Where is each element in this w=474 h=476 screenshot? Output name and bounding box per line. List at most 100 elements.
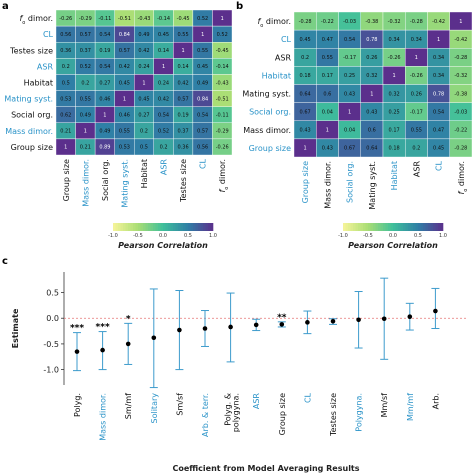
colorbar-segment (348, 223, 351, 231)
cell-value: 0.55 (119, 129, 130, 135)
label-rest: dimor. (263, 17, 291, 26)
column-label: fo dimor. (218, 159, 230, 193)
y-tick-label: -0.5 (43, 340, 59, 349)
cell-value: -0.26 (216, 145, 229, 151)
cell-value: 0.14 (158, 48, 169, 54)
colorbar-segment (350, 223, 354, 231)
cell-value: -0.26 (410, 73, 423, 79)
colorbar-segment (410, 223, 414, 231)
cell-value: -0.32 (454, 73, 467, 79)
cell-value: -0.29 (216, 129, 229, 135)
estimate-point (356, 317, 361, 323)
colorbar-segment (345, 223, 349, 231)
cell-value: 0.89 (99, 145, 110, 151)
estimate-point (202, 326, 208, 331)
cell-value: 0.47 (433, 128, 444, 134)
cell-value: 0.45 (197, 64, 208, 70)
colorbar-segment (135, 223, 139, 231)
cell-value: 0.55 (322, 55, 333, 61)
cell-value: 0.32 (366, 73, 377, 79)
colorbar-segment (418, 223, 421, 231)
cell-value: -0.38 (365, 19, 378, 25)
colorbar-segment (160, 223, 164, 231)
row-label: Group size (249, 144, 291, 153)
colorbar-segment (393, 223, 396, 231)
cell-value: 0.55 (80, 96, 91, 102)
row-label: fo dimor. (257, 17, 291, 29)
cell-value: 0.67 (300, 109, 311, 115)
cell-value: 1 (326, 128, 329, 134)
cell-value: -0.26 (59, 16, 72, 22)
cell-value: 0.19 (178, 113, 189, 119)
label-subscript: o (260, 23, 263, 29)
cell-value: 0.55 (411, 128, 422, 134)
cell-value: 0.17 (322, 73, 333, 79)
cell-value: 0.45 (138, 96, 149, 102)
colorbar-segment (398, 223, 401, 231)
panel-letter-b: b (236, 1, 243, 12)
coefficient-plot: 0.5 0.0 -0.5 -1.0 Estimate Coefficient from M… (11, 272, 468, 473)
estimate-point (100, 347, 105, 353)
label-line: Polyg. & (224, 393, 233, 426)
cell-value: 0.25 (389, 109, 400, 115)
cell-value: 0.42 (138, 48, 149, 54)
x-tick-label: Mm/mf (406, 393, 415, 421)
colorbar-segment (145, 223, 149, 231)
cell-value: 0.36 (178, 145, 189, 151)
colorbar-segment (148, 223, 151, 231)
x-axis-title: Coefficient from Model Averaging Results (172, 464, 359, 473)
cell-value: 0.46 (119, 113, 130, 119)
cell-value: 0.54 (99, 64, 110, 70)
colorbar-segment (343, 223, 346, 231)
colorbar-segment (168, 223, 171, 231)
cell-value: -0.38 (454, 91, 467, 97)
cell-value: 0.34 (389, 37, 400, 43)
colorbar-segment (435, 223, 439, 231)
estimate-point (74, 349, 80, 354)
colorbar-tick: 0.5 (184, 233, 192, 239)
label-subscript: o (22, 20, 25, 26)
estimate-point (151, 335, 157, 341)
colorbar-segment (123, 223, 126, 231)
colorbar-segment (140, 223, 144, 231)
colorbar-segment (358, 223, 361, 231)
cell-value: -0.28 (299, 19, 312, 25)
estimate-point (305, 320, 310, 325)
row-label: fo dimor. (19, 14, 53, 26)
colorbar-segment (193, 223, 196, 231)
colorbar-segment (210, 223, 214, 231)
row-label: Group size (11, 143, 53, 152)
cell-value: 0.53 (119, 145, 130, 151)
colorbar-title: Pearson Correlation (348, 241, 438, 250)
colorbar-segment (438, 223, 441, 231)
cell-value: 0.42 (119, 64, 130, 70)
cell-value: 0.2 (140, 129, 148, 135)
colorbar-segment (353, 223, 356, 231)
cell-value: 0.43 (344, 91, 355, 97)
estimate-point (279, 322, 285, 327)
x-tick-label: Testes size (329, 393, 338, 437)
row-label: ASR (37, 62, 54, 71)
column-label: Mating syst. (120, 159, 129, 208)
colorbar-segment (408, 223, 411, 231)
row-label: CL (43, 30, 54, 39)
cell-value: 0.24 (138, 64, 149, 70)
colorbar-segment (360, 223, 364, 231)
x-tick-label: Solitary (150, 393, 159, 424)
colorbar-tick: 1.0 (209, 233, 217, 239)
cell-value: 0.52 (158, 129, 169, 135)
cell-value: 1 (370, 91, 373, 97)
label-rest: dimor. (218, 159, 227, 187)
cell-value: 0.47 (322, 37, 333, 43)
cell-value: 0.2 (301, 55, 309, 61)
colorbar-segment (133, 223, 136, 231)
colorbar-segment (180, 223, 184, 231)
cell-value: -0.22 (454, 128, 467, 134)
colorbar-segment (428, 223, 431, 231)
colorbar-segment (430, 223, 434, 231)
colorbar-segment (363, 223, 366, 231)
cell-value: 0.56 (60, 32, 71, 38)
colorbar-segment (153, 223, 156, 231)
cell-value: 0.18 (389, 146, 400, 152)
